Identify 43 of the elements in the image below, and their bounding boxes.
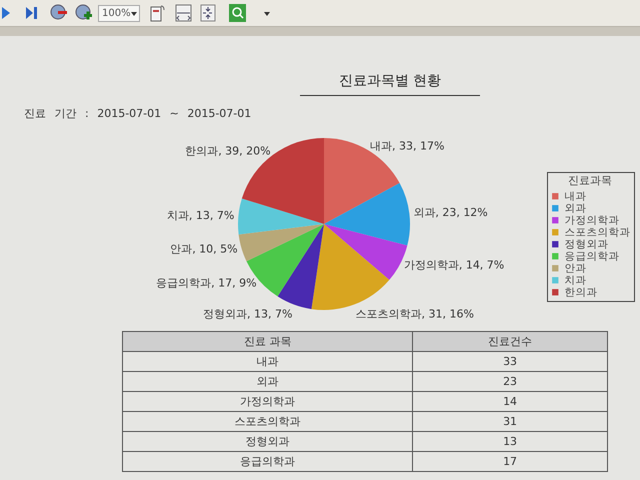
legend-title: 진료과목 [568, 174, 612, 187]
pie-slice [238, 198, 324, 234]
category-label: 내과 [256, 355, 279, 368]
data-label: 정형외과, 13, 7% [203, 307, 292, 320]
legend-label: 정형외과 [564, 238, 608, 250]
category-label: 응급의학과 [240, 455, 296, 468]
legend-label: 외과 [564, 202, 586, 214]
pie-slice [278, 224, 324, 310]
category-label: 스포츠의학과 [234, 415, 301, 428]
data-label: 내과, 33, 17% [370, 140, 444, 153]
data-label: 가정의학과, 14, 7% [404, 258, 504, 272]
data-label: 응급의학과, 17, 9% [156, 276, 257, 290]
category-label: 외과 [256, 375, 279, 388]
text: 14 [412, 392, 608, 412]
category-label: 가정의학과 [240, 395, 296, 408]
text: 23 [412, 372, 608, 392]
zoom-level-field: 100% [98, 5, 140, 22]
legend-label: 내과 [564, 190, 586, 202]
pie-slice [242, 138, 324, 224]
legend-label: 가정의학과 [564, 214, 620, 226]
data-label: 외과, 23, 12% [413, 206, 488, 220]
pie-slice [324, 138, 400, 224]
legend-label: 안과 [564, 262, 586, 274]
data-label: 한의과, 39, 20% [185, 144, 271, 158]
legend-label: 응급의학과 [564, 250, 620, 262]
pie-slice [324, 183, 410, 246]
legend-label: 한의과 [564, 286, 598, 298]
text: 진료건수 [412, 332, 608, 352]
text: 33 [412, 352, 608, 372]
text: 31 [412, 412, 608, 432]
data-label: 안과, 10, 5% [170, 242, 238, 256]
pie-slice [311, 224, 390, 310]
text: 13 [412, 432, 608, 452]
chart-title: 진료과목별 현황 [300, 72, 480, 96]
legend-label: 치과 [564, 274, 586, 286]
pie-slice [238, 224, 324, 262]
text: 진료 과목 [122, 332, 413, 352]
category-label: 정형외과 [246, 435, 290, 448]
data-label: 치과, 13, 7% [166, 208, 234, 222]
chart-subtitle: 진료 기간 : 2015-07-01 ~ 2015-07-01 [24, 106, 252, 121]
text: 17 [412, 452, 608, 472]
legend-label: 스포츠의학과 [564, 226, 630, 238]
data-label: 스포츠의학과, 31, 16% [356, 307, 474, 320]
